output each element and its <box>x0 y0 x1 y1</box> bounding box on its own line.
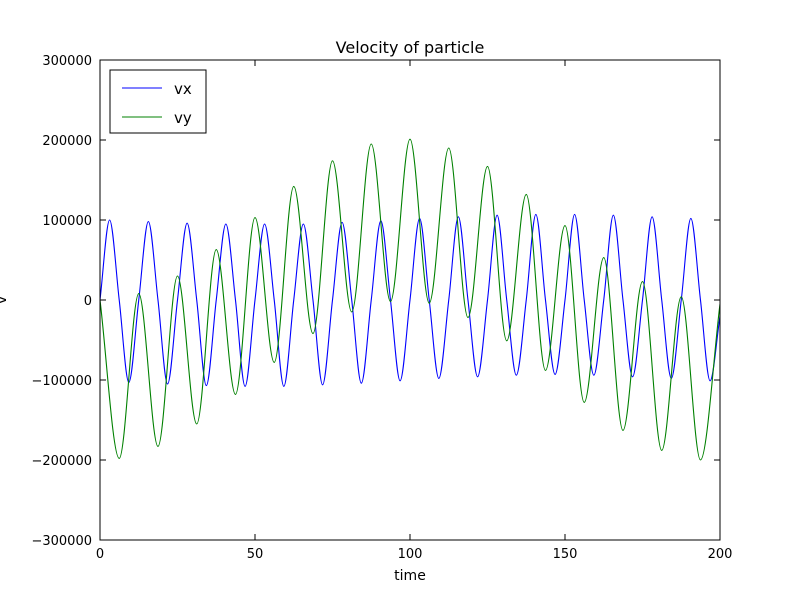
x-axis-label: time <box>394 568 426 584</box>
legend-label-vy: vy <box>174 109 192 127</box>
series-line-vy <box>99 138 721 461</box>
plot-frame <box>99 59 721 541</box>
legend-label-vx: vx <box>174 80 192 98</box>
plot-lines <box>99 138 721 461</box>
y-tick-label: −200000 <box>31 454 92 469</box>
y-tick-label: 300000 <box>42 54 92 69</box>
x-tick-label: 200 <box>708 547 733 562</box>
y-tick-label: −300000 <box>31 534 92 549</box>
y-tick-label: 0 <box>84 294 92 309</box>
axis-ticks: 0 50 100 150 200 −300000 −200000 −100000 0 100000… <box>31 54 732 562</box>
x-tick-label: 0 <box>96 547 104 562</box>
series-line-vx <box>99 213 721 387</box>
y-tick-label: −100000 <box>31 374 92 389</box>
y-axis-label: v <box>0 296 10 304</box>
x-tick-label: 150 <box>553 547 578 562</box>
x-tick-label: 100 <box>398 547 423 562</box>
y-tick-label: 200000 <box>42 134 92 149</box>
legend-box <box>109 69 207 134</box>
x-tick-label: 50 <box>247 547 264 562</box>
chart-title: Velocity of particle <box>336 38 485 57</box>
legend: vx vy <box>109 69 207 134</box>
y-tick-label: 100000 <box>42 214 92 229</box>
